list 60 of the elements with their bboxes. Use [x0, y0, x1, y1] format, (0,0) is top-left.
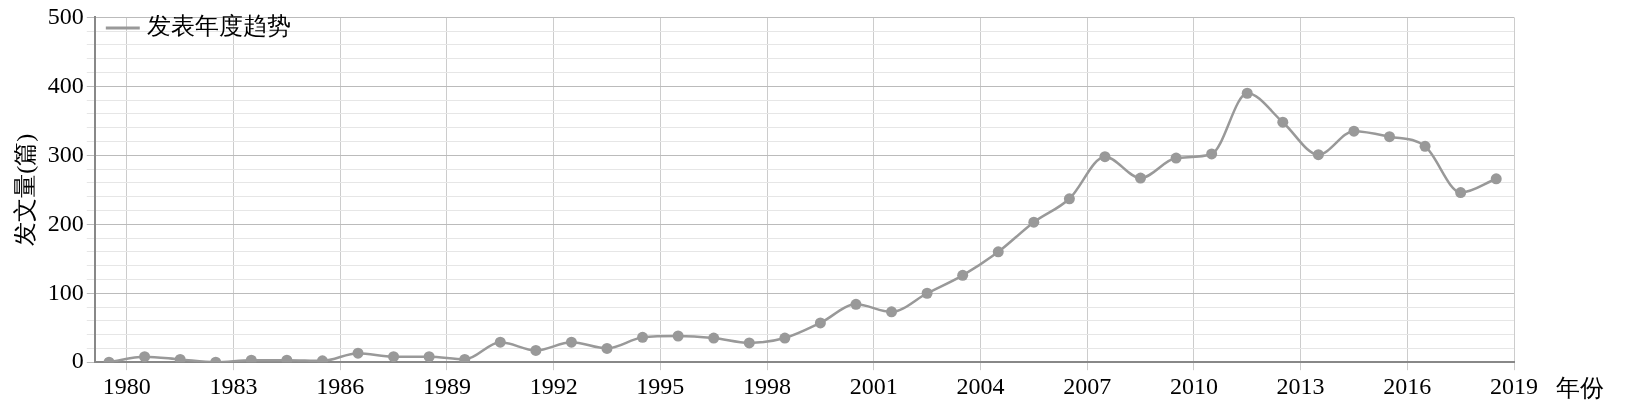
point [601, 342, 613, 354]
point [1277, 116, 1289, 128]
x-tick-label: 2010 [1169, 372, 1218, 399]
point [1206, 148, 1218, 160]
point [921, 287, 933, 299]
point [992, 246, 1004, 258]
point [1455, 187, 1467, 199]
x-tick-label: 2004 [956, 372, 1005, 399]
point [530, 344, 542, 356]
legend-label: 发表年度趋势 [146, 13, 291, 40]
x-tick-label: 1998 [743, 372, 792, 399]
x-tick-label: 2019 [1490, 372, 1538, 399]
y-tick-label: 500 [47, 2, 84, 29]
point [1384, 131, 1396, 143]
point [637, 331, 649, 343]
point [1028, 216, 1040, 228]
point [814, 317, 826, 329]
point [388, 351, 400, 363]
point [352, 347, 364, 359]
point [708, 332, 720, 344]
point [1348, 125, 1360, 137]
x-tick-label: 2013 [1276, 372, 1325, 399]
x-tick-label: 1992 [529, 372, 578, 399]
point [779, 332, 791, 344]
point [743, 337, 755, 349]
point [1063, 193, 1075, 205]
y-tick-label: 200 [47, 209, 84, 236]
point [494, 336, 506, 348]
point [1170, 152, 1182, 164]
point [281, 354, 293, 363]
point [1135, 172, 1147, 184]
point [1241, 87, 1253, 99]
point [1099, 151, 1111, 163]
point [1312, 149, 1324, 161]
point [850, 298, 862, 310]
point [565, 336, 577, 348]
x-tick-label: 1980 [102, 372, 151, 399]
y-tick-label: 400 [47, 71, 84, 98]
point [1490, 173, 1502, 185]
y-tick-label: 300 [47, 140, 84, 167]
point [886, 306, 898, 318]
point [957, 269, 969, 281]
x-axis-title: 年份 [1556, 375, 1604, 402]
x-tick-label: 2007 [1063, 372, 1112, 399]
point [245, 354, 257, 363]
point [174, 353, 186, 363]
x-tick-label: 2016 [1383, 372, 1432, 399]
y-tick-label: 100 [47, 278, 84, 305]
point [423, 351, 435, 363]
x-tick-label: 2001 [849, 372, 898, 399]
point [672, 330, 684, 342]
y-axis-title: 发文量(篇) [11, 133, 38, 246]
x-tick-label: 1995 [636, 372, 685, 399]
x-tick-label: 1983 [209, 372, 258, 399]
point [139, 351, 151, 363]
x-tick-label: 1986 [316, 372, 365, 399]
point [459, 353, 471, 363]
x-tick-label: 1989 [422, 372, 471, 399]
y-tick-label: 0 [71, 347, 84, 374]
point [1419, 140, 1431, 152]
